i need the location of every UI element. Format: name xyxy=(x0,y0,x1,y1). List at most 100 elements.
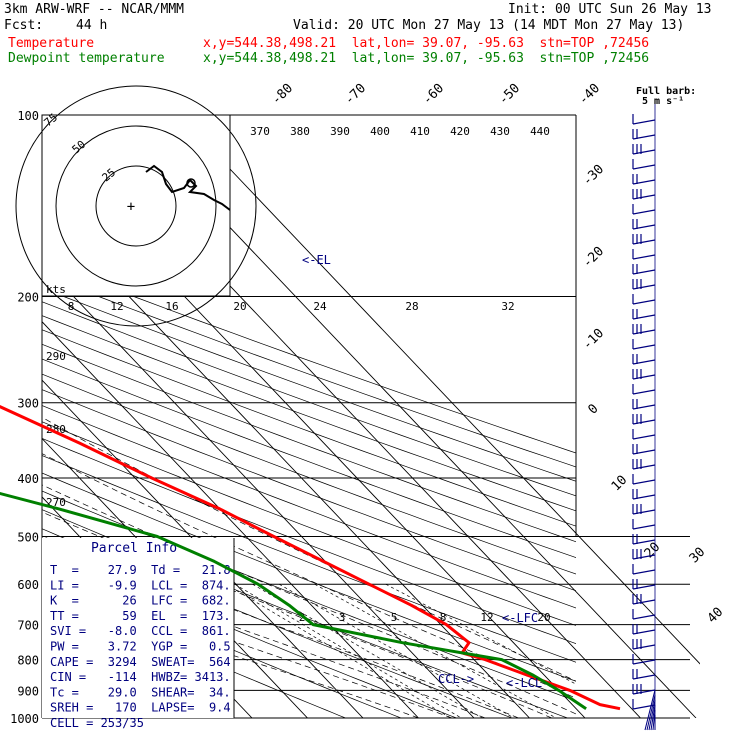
mixing-ratio-line xyxy=(234,583,462,718)
wind-barb-shaft xyxy=(632,269,656,275)
wind-barb-shaft xyxy=(632,329,656,335)
wind-barb-shaft xyxy=(632,134,656,140)
wind-barb-shaft xyxy=(632,179,656,185)
moist-adiabat-line xyxy=(42,575,452,718)
theta-label: 420 xyxy=(450,125,470,138)
wind-barb-shaft xyxy=(632,194,656,200)
hodograph-speed-label: 20 xyxy=(233,300,246,313)
theta-label: 380 xyxy=(290,125,310,138)
dry-adiabat-line xyxy=(42,373,576,575)
dry-adiabat-line xyxy=(42,315,576,512)
hodograph-speed-label: 8 xyxy=(68,300,75,313)
wind-barb-shaft xyxy=(632,614,656,620)
isotherm-line xyxy=(42,321,419,718)
dry-adiabat-label: 290 xyxy=(46,350,66,363)
isotherm-label: -20 xyxy=(580,244,607,271)
wind-barb-shaft xyxy=(632,224,656,230)
parcel-info-row: CAPE = 3294 SWEAT= 564 xyxy=(50,655,231,669)
theta-label: 410 xyxy=(410,125,430,138)
pressure-label: 900 xyxy=(17,684,39,698)
hodograph-box xyxy=(41,114,231,297)
barb-legend-value: 5 m s⁻¹ xyxy=(642,96,684,107)
wind-barb-shaft xyxy=(632,584,656,590)
theta-label: 430 xyxy=(490,125,510,138)
wind-barb-shaft xyxy=(632,389,656,395)
wind-barb-shaft xyxy=(632,254,656,260)
parcel-info-row: TT = 59 EL = 173. xyxy=(50,609,231,623)
isotherm-line xyxy=(178,115,700,665)
hodograph-speed-label: 12 xyxy=(110,300,123,313)
model-title: 3km ARW-WRF -- NCAR/MMM xyxy=(4,2,185,17)
isotherm-label: 0 xyxy=(585,401,601,417)
wind-barbs xyxy=(632,100,656,731)
hodograph-ring xyxy=(55,125,217,287)
isotherm-label: -40 xyxy=(576,81,603,108)
dry-adiabat-line xyxy=(42,343,576,543)
surface-wind-barb xyxy=(646,694,656,731)
hodograph-speed-label: 32 xyxy=(501,300,514,313)
forecast-hours: 44 h xyxy=(76,18,108,33)
isotherm-label: 30 xyxy=(687,545,709,567)
dry-adiabat-line xyxy=(42,438,576,645)
wind-barb-shaft xyxy=(632,449,656,455)
pressure-label: 700 xyxy=(17,619,39,633)
mixing-ratio-label: 20 xyxy=(537,611,550,624)
isotherm-label: -10 xyxy=(580,326,607,353)
wind-barb-shaft xyxy=(632,344,656,350)
el-annotation: <-EL xyxy=(302,253,331,267)
barb-legend-title: Full barb: xyxy=(636,86,696,97)
temperature-location: x,y=544.38,498.21 lat,lon= 39.07, -95.63… xyxy=(203,36,650,51)
parcel-info-row: T = 27.9 Td = 21.8 xyxy=(50,563,231,577)
hodograph-center-mark: + xyxy=(127,199,135,215)
isotherm-label: -80 xyxy=(269,81,296,108)
wind-barb-shaft xyxy=(632,659,656,665)
isotherm-label: 20 xyxy=(642,540,664,562)
dry-adiabat-line xyxy=(42,261,576,454)
parcel-info-row: SREH = 170 LAPSE= 9.4 xyxy=(50,701,231,715)
hodograph-units: kts xyxy=(46,283,66,296)
mixing-ratio-line xyxy=(314,583,557,718)
isotherm-label: 40 xyxy=(705,605,727,627)
pressure-label: 800 xyxy=(17,654,39,668)
isotherm-line xyxy=(42,262,475,718)
hodograph-speed-label: 28 xyxy=(405,300,418,313)
hodograph-trace xyxy=(145,164,231,211)
dry-adiabat-line xyxy=(42,472,576,682)
pressure-label: 300 xyxy=(17,397,39,411)
parcel-info-row: LI = -9.9 LCL = 874. xyxy=(50,578,231,592)
wind-barb-shaft xyxy=(632,494,656,500)
dry-adiabat-line xyxy=(42,301,576,497)
parcel-info-row: PW = 3.72 YGP = 0.5 xyxy=(50,640,231,654)
hodograph-ring xyxy=(15,85,257,327)
moist-adiabat-line xyxy=(42,535,519,718)
isotherm-label: -60 xyxy=(420,81,447,108)
pressure-label: 400 xyxy=(17,472,39,486)
hodograph-point xyxy=(186,178,196,188)
wind-barb-shaft xyxy=(632,149,656,155)
wind-barb-shaft xyxy=(632,569,656,575)
isotherm-label: -70 xyxy=(342,81,369,108)
isotherm-label: -30 xyxy=(580,162,607,189)
theta-label: 370 xyxy=(250,125,270,138)
pressure-label: 100 xyxy=(17,109,39,123)
theta-label: 440 xyxy=(530,125,550,138)
ccl-annotation: CCL-> xyxy=(438,672,474,686)
wind-barb-shaft xyxy=(632,644,656,650)
dewpoint-trace xyxy=(0,491,587,710)
parcel-info-row: Tc = 29.0 SHEAR= 34. xyxy=(50,685,231,699)
temperature-trace xyxy=(0,405,621,711)
wind-barb-shaft xyxy=(632,599,656,605)
temperature-legend: Temperature xyxy=(8,36,95,51)
wind-barb-shaft xyxy=(632,629,656,635)
init-time: Init: 00 UTC Sun 26 May 13 xyxy=(508,2,712,17)
valid-time: Valid: 20 UTC Mon 27 May 13 (14 MDT Mon … xyxy=(293,18,685,33)
pressure-label: 600 xyxy=(17,578,39,592)
forecast-label: Fcst: xyxy=(4,18,44,33)
surface-wind-barb xyxy=(644,689,656,731)
parcel-info-box xyxy=(42,538,234,718)
wind-barb-shaft xyxy=(632,404,656,410)
dry-adiabat-line xyxy=(42,287,576,482)
mixing-ratio-label: 5 xyxy=(391,611,398,624)
dry-adiabat-line xyxy=(42,329,576,527)
mixing-ratio-label: 8 xyxy=(440,611,447,624)
